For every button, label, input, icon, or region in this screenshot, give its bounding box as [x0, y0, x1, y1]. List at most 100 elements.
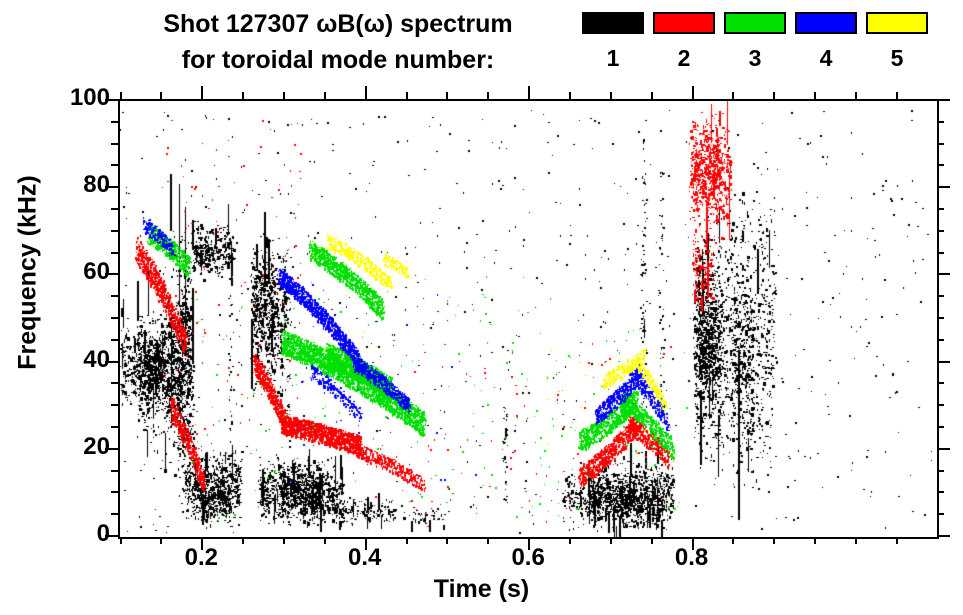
- legend-label-n3: 3: [748, 45, 762, 71]
- y-tick: [105, 448, 118, 450]
- y-tick-right: [937, 208, 944, 210]
- legend: 1 2 3 4 5: [575, 12, 945, 90]
- y-tick-label: 0: [96, 520, 110, 547]
- legend-item-n5: 5: [866, 12, 928, 70]
- spectrogram-canvas: [120, 101, 937, 537]
- y-tick-right: [937, 230, 944, 232]
- y-tick: [111, 382, 118, 384]
- y-tick-label: 80: [83, 171, 110, 199]
- y-tick-right: [937, 252, 944, 254]
- x-tick: [201, 537, 203, 550]
- x-tick-top: [283, 92, 285, 99]
- x-tick: [365, 537, 367, 550]
- x-tick: [569, 537, 571, 544]
- y-tick-label: 20: [83, 432, 110, 460]
- x-tick-top: [446, 92, 448, 99]
- x-tick: [773, 537, 775, 544]
- x-tick-top: [692, 86, 694, 99]
- legend-swatch-n3: [724, 12, 786, 34]
- legend-item-n1: 1: [582, 12, 644, 70]
- legend-label-n4: 4: [819, 45, 833, 71]
- y-tick: [111, 121, 118, 123]
- y-tick: [111, 513, 118, 515]
- y-tick: [111, 470, 118, 472]
- y-tick-right: [937, 404, 944, 406]
- y-tick: [111, 491, 118, 493]
- y-tick-right: [937, 448, 950, 450]
- y-tick-labels: 0 20 40 60 80 100: [0, 0, 110, 615]
- y-tick-right: [937, 99, 950, 101]
- legend-swatch-n2: [653, 12, 715, 34]
- x-tick-top: [201, 86, 203, 99]
- x-tick-top: [120, 92, 122, 99]
- y-tick: [111, 339, 118, 341]
- y-tick-label: 100: [69, 84, 110, 111]
- y-tick: [111, 404, 118, 406]
- legend-swatch-n5: [866, 12, 928, 34]
- title-line-1: Shot 127307 ωB(ω) spectrum: [163, 10, 513, 38]
- y-tick-right: [937, 426, 944, 428]
- y-tick-right: [937, 317, 944, 319]
- y-tick-right: [937, 513, 944, 515]
- x-tick-top: [610, 92, 612, 99]
- legend-item-n3: 3: [724, 12, 786, 70]
- x-tick: [242, 537, 244, 544]
- legend-swatch-n1: [582, 12, 644, 34]
- y-tick: [111, 230, 118, 232]
- x-tick-top: [160, 92, 162, 99]
- x-tick: [610, 537, 612, 544]
- y-tick-right: [937, 273, 950, 275]
- x-tick: [120, 537, 122, 544]
- x-tick: [896, 537, 898, 544]
- x-tick: [446, 537, 448, 544]
- x-tick-top: [365, 86, 367, 99]
- y-tick-right: [937, 339, 944, 341]
- x-tick-label: 0.4: [348, 544, 382, 571]
- x-tick: [732, 537, 734, 544]
- y-tick-right: [937, 143, 944, 145]
- y-tick: [111, 208, 118, 210]
- x-axis-label: Time (s): [433, 575, 530, 603]
- y-tick: [111, 295, 118, 297]
- x-tick: [324, 537, 326, 544]
- y-tick-right: [937, 361, 950, 363]
- y-tick: [105, 99, 118, 101]
- x-tick-top: [732, 92, 734, 99]
- y-tick-label: 60: [83, 258, 110, 286]
- x-tick: [814, 537, 816, 544]
- legend-swatch-n4: [795, 12, 857, 34]
- x-tick: [692, 537, 694, 550]
- legend-label-n5: 5: [890, 45, 904, 71]
- legend-label-n2: 2: [677, 45, 691, 71]
- y-axis-label: Frequency (kHz): [13, 175, 42, 370]
- x-tick-top: [773, 92, 775, 99]
- y-tick-right: [937, 121, 944, 123]
- y-tick: [111, 252, 118, 254]
- x-tick-label: 0.8: [674, 544, 709, 571]
- x-tick: [283, 537, 285, 544]
- x-tick-labels: 0.2 0.4 0.6 0.8: [0, 545, 963, 577]
- x-tick-label: 0.6: [511, 544, 545, 571]
- y-tick: [105, 361, 118, 363]
- x-tick-top: [814, 92, 816, 99]
- y-tick-label: 40: [83, 345, 110, 373]
- y-tick-right: [937, 186, 950, 188]
- y-tick-right: [937, 164, 944, 166]
- x-tick-top: [406, 92, 408, 99]
- x-tick-top: [528, 86, 530, 99]
- y-tick: [105, 186, 118, 188]
- x-tick-top: [242, 92, 244, 99]
- y-tick: [111, 164, 118, 166]
- y-tick-right: [937, 382, 944, 384]
- x-tick-top: [324, 92, 326, 99]
- figure-title: Shot 127307 ωB(ω) spectrum for toroidal …: [103, 6, 573, 78]
- x-tick-label: 0.2: [184, 544, 219, 571]
- x-tick-top: [487, 92, 489, 99]
- x-tick: [487, 537, 489, 544]
- y-tick-right: [937, 470, 944, 472]
- y-tick-right: [937, 535, 950, 537]
- x-tick: [406, 537, 408, 544]
- x-tick-top: [896, 92, 898, 99]
- x-tick: [855, 537, 857, 544]
